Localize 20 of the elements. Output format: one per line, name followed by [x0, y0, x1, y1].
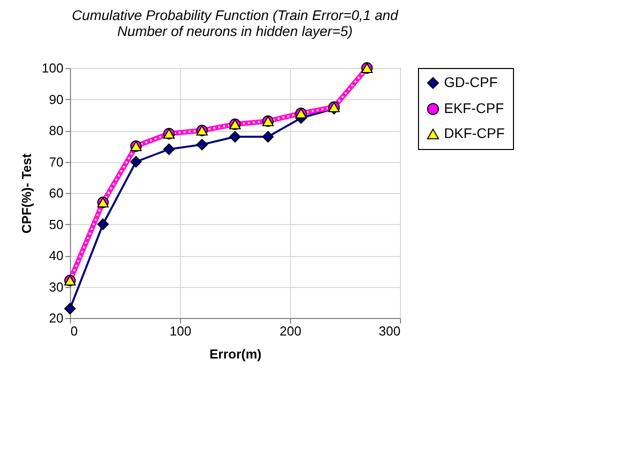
x-tick-label: 100 — [170, 324, 192, 338]
x-tick-label: 200 — [280, 324, 302, 338]
y-tick-label: 90 — [49, 92, 64, 107]
legend-label: DKF-CPF — [444, 125, 505, 141]
y-tick-label: 30 — [49, 279, 64, 294]
legend-label: EKF-CPF — [444, 100, 504, 116]
y-tick-label: 100 — [42, 60, 64, 76]
y-tick-label: 60 — [49, 186, 64, 200]
y-tick-label: 40 — [49, 248, 64, 263]
text: Cumulative Probability Function (Train Error=0,1 and — [72, 6, 398, 23]
x-tick-label: 300 — [378, 324, 400, 338]
y-tick-label: 50 — [49, 216, 64, 232]
y-tick-label: 20 — [49, 310, 64, 326]
legend-label: GD-CPF — [444, 74, 498, 90]
x-axis-title: Error(m) — [209, 346, 262, 362]
y-tick-label: 80 — [49, 123, 64, 138]
x-tick-label: 0 — [70, 324, 78, 338]
y-tick-label: 70 — [49, 154, 64, 170]
text: Number of neurons in hidden layer=5) — [117, 22, 353, 39]
y-axis-title: CPF(%)- Test — [18, 152, 34, 234]
